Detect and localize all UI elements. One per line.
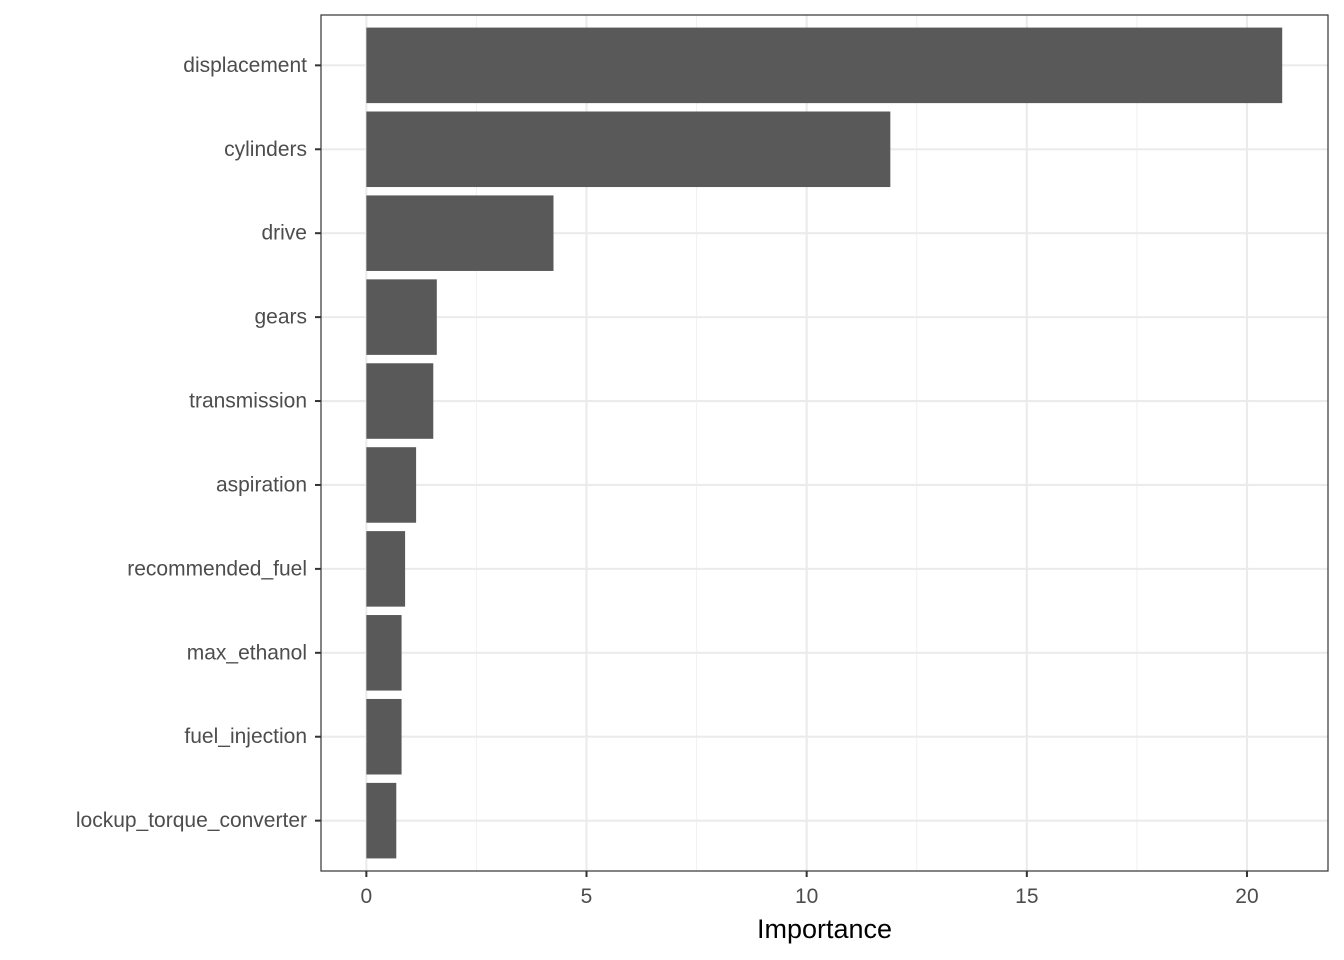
bar-recommended-fuel: [366, 531, 406, 607]
x-tick-label: 0: [361, 885, 373, 908]
y-tick-label: cylinders: [224, 138, 307, 161]
y-tick-label: displacement: [183, 54, 307, 77]
bar-fuel-injection: [366, 698, 402, 775]
x-axis: 0 5 10 15 20: [361, 871, 1259, 908]
x-tick-label: 5: [581, 885, 593, 908]
bar-cylinders: [366, 111, 891, 188]
y-tick-label: transmission: [189, 390, 307, 413]
bar-lockup-torque-converter: [366, 782, 397, 859]
y-axis: displacement cylinders drive gears transmiss…: [76, 54, 321, 832]
y-tick-label: fuel_injection: [184, 725, 307, 748]
bar-displacement: [366, 27, 1283, 104]
bars: [366, 27, 1283, 859]
bar-gears: [366, 279, 437, 355]
y-tick-label: gears: [254, 306, 307, 329]
x-tick-label: 10: [795, 885, 818, 908]
bar-max-ethanol: [366, 615, 402, 691]
bar-drive: [366, 195, 554, 271]
bar-aspiration: [366, 447, 417, 523]
y-tick-label: aspiration: [216, 473, 307, 496]
y-tick-label: lockup_torque_converter: [76, 809, 307, 832]
bar-transmission: [366, 363, 434, 439]
y-tick-label: drive: [261, 222, 307, 245]
panel-border: [320, 14, 1329, 872]
x-tick-label: 20: [1235, 885, 1258, 908]
x-axis-title: Importance: [757, 914, 892, 944]
x-tick-label: 15: [1015, 885, 1038, 908]
y-tick-label: recommended_fuel: [127, 557, 307, 580]
y-tick-label: max_ethanol: [187, 641, 307, 664]
